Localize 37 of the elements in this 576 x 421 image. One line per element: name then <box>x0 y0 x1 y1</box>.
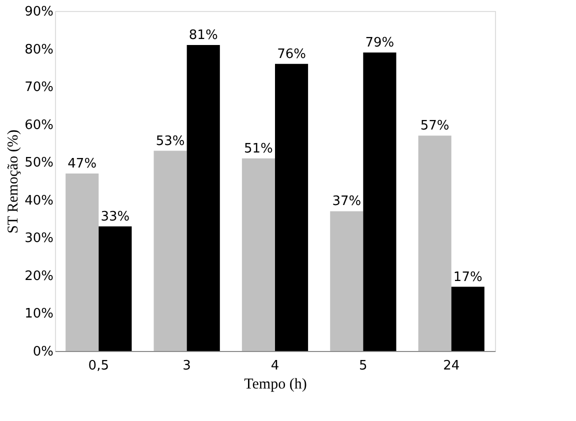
bar <box>98 226 132 351</box>
y-tick-label: 30% <box>24 231 54 246</box>
bar <box>275 64 308 351</box>
y-tick-label: 20% <box>24 268 54 284</box>
y-axis-title: ST Remoção (%) <box>6 130 22 234</box>
bar <box>418 136 452 351</box>
data-label: 33% <box>100 209 130 224</box>
bar <box>66 173 99 351</box>
bar <box>363 52 396 351</box>
data-label: 79% <box>365 36 394 51</box>
x-tick-label: 0,5 <box>88 358 109 374</box>
bar <box>154 150 187 351</box>
data-label: 51% <box>244 141 273 156</box>
bar <box>451 286 484 351</box>
x-tick-label: 4 <box>270 358 280 374</box>
data-label: 47% <box>68 156 97 172</box>
bar <box>330 211 364 351</box>
data-label: 37% <box>332 194 362 210</box>
y-tick-label: 0% <box>32 344 54 360</box>
data-label: 81% <box>188 28 218 43</box>
y-tick-label: 80% <box>24 42 54 58</box>
x-tick-label: 3 <box>182 358 191 374</box>
data-label: 17% <box>453 270 482 285</box>
y-tick-label: 40% <box>24 193 54 208</box>
data-label: 53% <box>156 134 185 149</box>
y-tick-label: 90% <box>24 4 54 20</box>
x-axis-title: Tempo (h) <box>244 376 307 392</box>
bar <box>186 45 220 351</box>
y-tick-label: 10% <box>24 306 54 322</box>
x-tick-label: 24 <box>443 358 460 374</box>
y-tick-label: 50% <box>24 156 54 171</box>
x-tick-label: 5 <box>359 358 368 374</box>
y-tick-label: 70% <box>24 80 54 96</box>
data-label: 76% <box>277 46 306 62</box>
bar <box>242 158 275 351</box>
y-tick-label: 60% <box>24 118 54 133</box>
data-label: 57% <box>420 118 450 134</box>
